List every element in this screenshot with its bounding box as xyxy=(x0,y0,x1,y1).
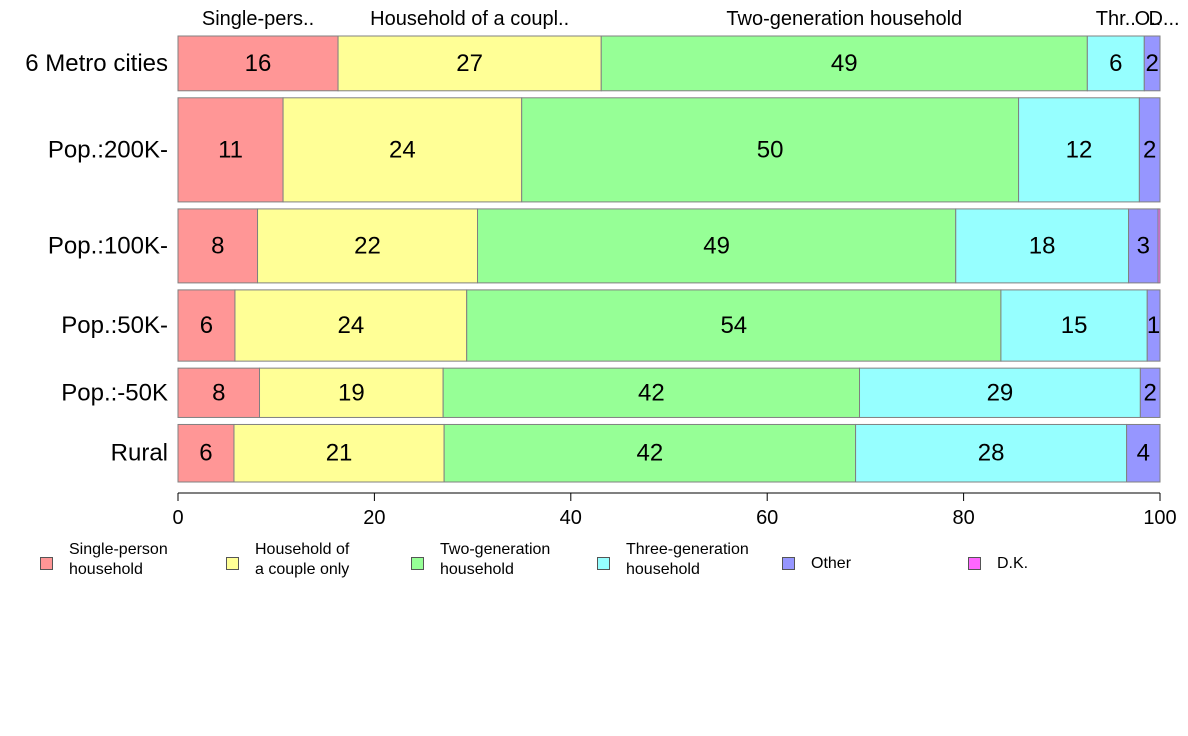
bar-value-label: 22 xyxy=(354,232,381,259)
legend-swatch xyxy=(968,557,981,570)
x-tick-label: 60 xyxy=(756,507,778,529)
top-category-label: Two-generation household xyxy=(726,8,962,30)
bar-segment xyxy=(859,367,1141,418)
x-tick-label: 20 xyxy=(363,507,385,529)
x-tick-label: 0 xyxy=(172,507,183,529)
legend-label: Other xyxy=(811,555,852,572)
top-category-label: Thr.. xyxy=(1096,8,1136,30)
legend-label: Two-generation household xyxy=(440,541,551,578)
bar-value-label: 15 xyxy=(1061,312,1088,339)
row-label: Pop.:50K- xyxy=(61,312,168,339)
bar-value-label: 27 xyxy=(456,50,483,77)
bar-segment xyxy=(443,423,857,483)
row-labels: 6 Metro cities Pop.:200K- Pop.:100K- Pop.:5… xyxy=(25,50,168,467)
row-label: Pop.:100K- xyxy=(48,232,168,259)
bar-segment xyxy=(1157,208,1161,284)
bar-value-label: 4 xyxy=(1137,440,1150,467)
bar-value-label: 6 xyxy=(199,440,212,467)
legend-label: D.K. xyxy=(997,555,1029,572)
legend-item: Single-person household xyxy=(40,540,168,580)
bar-segment xyxy=(466,289,1002,362)
bar-value-label: 3 xyxy=(1137,232,1150,259)
bar-segment xyxy=(177,367,261,418)
top-category-label: O.. xyxy=(1135,8,1162,30)
top-category-label: D... xyxy=(1148,8,1179,30)
bar-value-label: 42 xyxy=(638,379,665,406)
bar-value-label: 49 xyxy=(831,50,858,77)
row-label: Pop.:-50K xyxy=(61,379,168,406)
bar-segment xyxy=(177,289,236,362)
bar-segment xyxy=(177,97,284,203)
bar-value-label: 18 xyxy=(1029,232,1056,259)
bar-segment xyxy=(1126,423,1161,483)
bar-value-label: 29 xyxy=(987,379,1014,406)
legend-item: Two-generation household xyxy=(411,540,550,580)
bar-value-label: 2 xyxy=(1143,136,1156,163)
bar-rows: 16 27 49 6 211 24 50 12 28 22 49 18 36 24 54 15 18 19 42 29… xyxy=(177,35,1161,483)
bar-segment xyxy=(477,208,957,284)
x-tick-label: 100 xyxy=(1143,507,1176,529)
bar-segment xyxy=(234,289,468,362)
bar-segment xyxy=(855,423,1128,483)
bar-value-label: 8 xyxy=(211,232,224,259)
bar-value-label: 19 xyxy=(338,379,365,406)
bar-segment xyxy=(233,423,445,483)
legend-swatch xyxy=(40,557,53,570)
bar-segment xyxy=(1018,97,1140,203)
bar-value-label: 42 xyxy=(636,440,663,467)
bar-segment xyxy=(1146,289,1161,362)
bar-segment xyxy=(442,367,861,418)
bar-value-label: 24 xyxy=(337,312,364,339)
legend-label: Household of a couple only xyxy=(255,541,350,578)
bar-value-label: 49 xyxy=(703,232,730,259)
bar-segment xyxy=(282,97,523,203)
bar-value-label: 50 xyxy=(757,136,784,163)
bar-value-label: 1 xyxy=(1147,312,1160,339)
legend-swatch xyxy=(226,557,239,570)
bar-value-label: 2 xyxy=(1145,50,1158,77)
legend-item: Three-generation household xyxy=(597,540,749,580)
row-label: Rural xyxy=(111,440,168,467)
legend-item: Other xyxy=(782,540,851,574)
bar-value-label: 12 xyxy=(1066,136,1093,163)
legend-label: Single-person household xyxy=(69,541,168,578)
bar-segment xyxy=(955,208,1130,284)
bar-segment xyxy=(259,367,444,418)
bar-value-label: 16 xyxy=(245,50,272,77)
legend-item: Household of a couple only xyxy=(226,540,349,580)
bar-value-label: 24 xyxy=(389,136,416,163)
bar-value-label: 6 xyxy=(1109,50,1122,77)
stacked-bar-chart: Single-pers.. Household of a coupl.. Two-g… xyxy=(25,8,1180,529)
bar-segment xyxy=(177,423,235,483)
bar-segment xyxy=(521,97,1020,203)
bar-segment xyxy=(257,208,479,284)
bar-segment xyxy=(1000,289,1148,362)
top-category-label: Household of a coupl.. xyxy=(370,8,569,30)
legend-swatch xyxy=(411,557,424,570)
top-category-label: Single-pers.. xyxy=(202,8,314,30)
legend-label: Three-generation household xyxy=(626,541,749,578)
top-category-labels: Single-pers.. Household of a coupl.. Two-g… xyxy=(202,8,1180,30)
bar-segment xyxy=(1143,35,1161,92)
bar-segment xyxy=(337,35,602,92)
legend: Single-person household Household of a co… xyxy=(0,540,1188,600)
row-label: 6 Metro cities xyxy=(25,50,168,77)
row-label: Pop.:200K- xyxy=(48,136,168,163)
bar-value-label: 6 xyxy=(200,312,213,339)
bar-segment xyxy=(1139,367,1161,418)
legend-swatch xyxy=(597,557,610,570)
bar-segment xyxy=(1138,97,1161,203)
bar-value-label: 8 xyxy=(212,379,225,406)
bar-value-label: 21 xyxy=(326,440,353,467)
legend-item: D.K. xyxy=(968,540,1028,574)
bar-value-label: 2 xyxy=(1144,379,1157,406)
bar-value-label: 11 xyxy=(218,136,243,163)
x-tick-label: 80 xyxy=(952,507,974,529)
legend-swatch xyxy=(782,557,795,570)
x-tick-label: 40 xyxy=(560,507,582,529)
bar-value-label: 28 xyxy=(978,440,1005,467)
x-axis: 0 20 40 60 80 100 xyxy=(172,492,1177,529)
bar-value-label: 54 xyxy=(720,312,747,339)
